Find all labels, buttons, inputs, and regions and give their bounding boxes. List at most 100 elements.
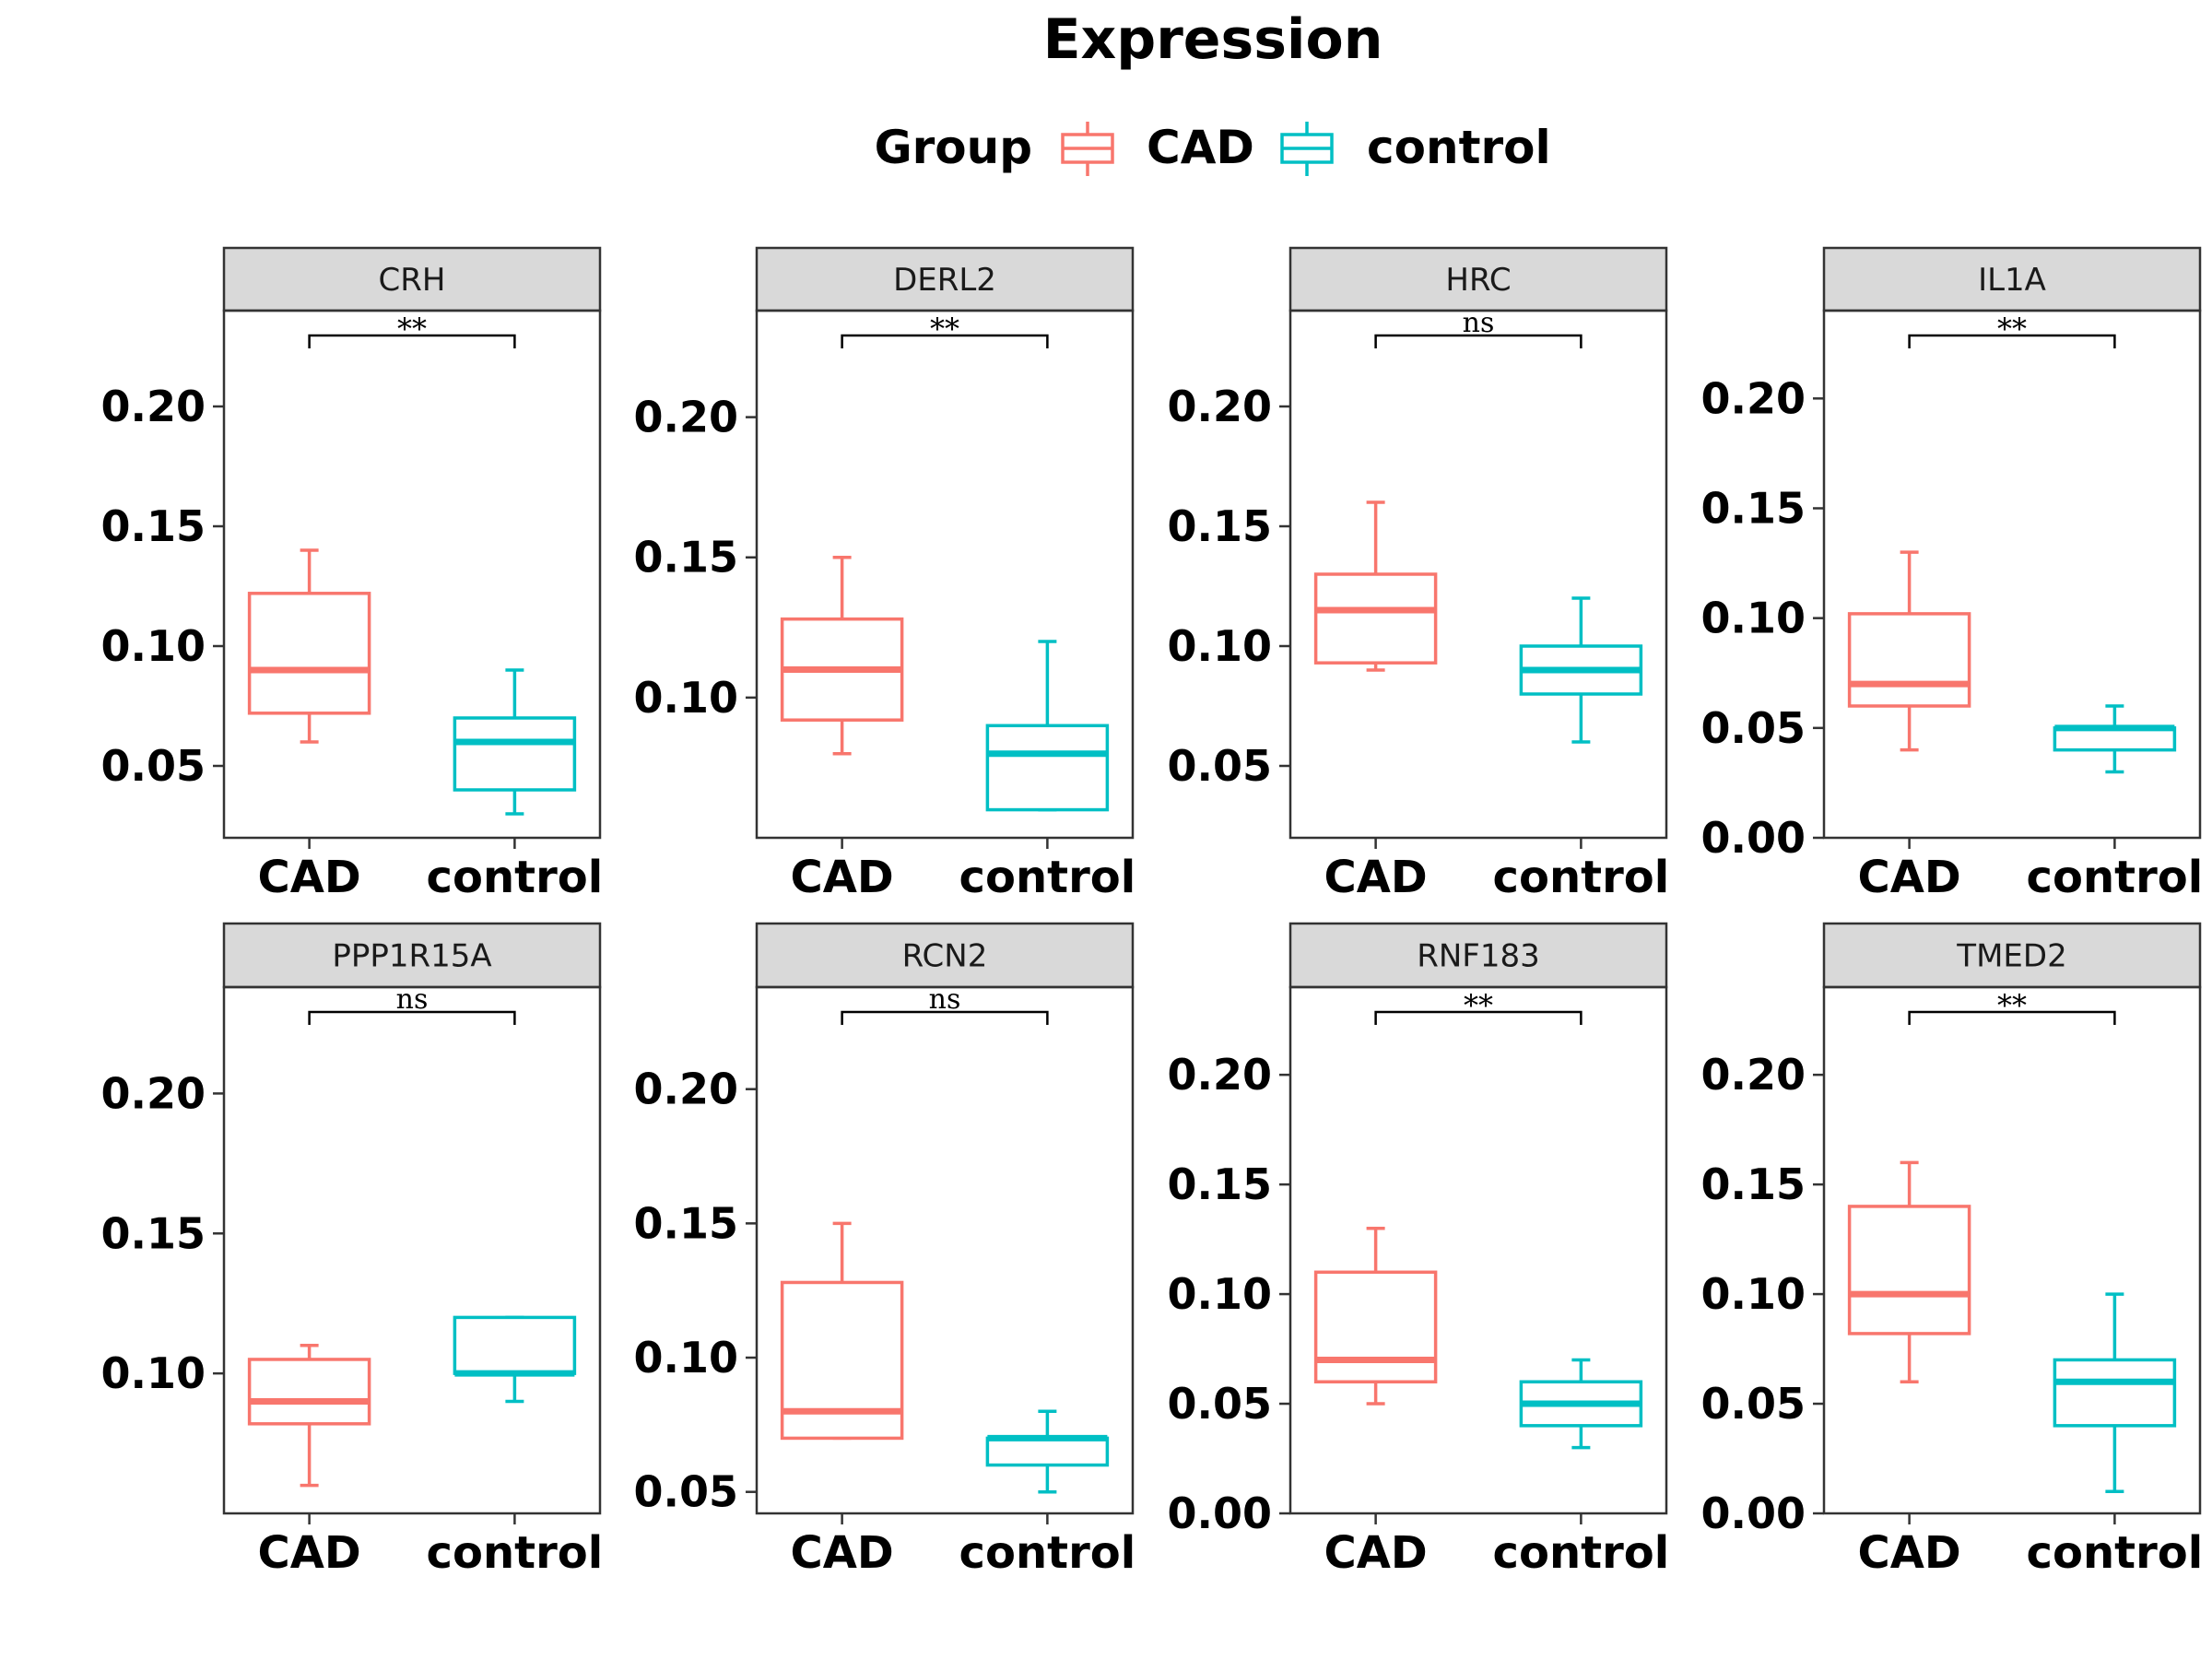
- y-tick-label: 0.20: [101, 1068, 206, 1118]
- strip-background: [1822, 246, 2202, 312]
- y-tick-label: 0.20: [1168, 382, 1273, 431]
- strip-label: RNF183: [1417, 938, 1540, 975]
- strip-label: PPP1R15A: [332, 938, 491, 975]
- x-tick-label: CAD: [791, 1527, 894, 1579]
- x-tick-label: control: [1493, 852, 1670, 903]
- x-tick-label: CAD: [1324, 852, 1428, 903]
- box-control: [2053, 704, 2177, 774]
- strip-label: IL1A: [1978, 262, 2046, 299]
- y-tick-label: 0.05: [1701, 703, 1806, 753]
- panel-border: [222, 985, 602, 1515]
- panel-tmed2: TMED2 0.00 0.05 0.10 0.15 0.20 CAD control **: [1701, 922, 2203, 1579]
- box-body: [247, 592, 371, 715]
- y-tick-label: 0.10: [101, 621, 206, 671]
- panel-border: [1822, 309, 2202, 840]
- significance-bracket: ns: [841, 983, 1049, 1025]
- box-cad: [1313, 500, 1438, 672]
- significance-bracket: **: [1908, 312, 2116, 348]
- legend: Group CAD control: [875, 121, 1551, 176]
- x-tick-label: control: [959, 1527, 1136, 1579]
- y-tick-label: 0.20: [1701, 373, 1806, 423]
- y-tick-label: 0.10: [1168, 621, 1273, 671]
- bracket-line: [841, 334, 1049, 348]
- y-tick-label: 0.15: [1701, 1159, 1806, 1209]
- y-tick-label: 0.10: [634, 673, 739, 723]
- x-tick-label: CAD: [1324, 1527, 1428, 1579]
- y-tick-label: 0.20: [634, 1065, 739, 1114]
- box-body: [453, 1315, 577, 1375]
- bracket-line: [308, 1010, 516, 1025]
- box-body: [1313, 1270, 1438, 1383]
- x-tick-label: control: [1493, 1527, 1670, 1579]
- box-body: [453, 716, 577, 792]
- box-body: [1847, 1205, 1971, 1335]
- box-control: [1519, 1358, 1643, 1450]
- y-tick-label: 0.05: [634, 1467, 739, 1517]
- y-tick-label: 0.00: [1701, 813, 1806, 863]
- bracket-line: [1374, 334, 1583, 348]
- panel-rcn2: RCN2 0.05 0.10 0.15 0.20 CAD control ns: [634, 922, 1136, 1579]
- panel-derl2: DERL2 0.10 0.15 0.20 CAD control **: [634, 246, 1136, 903]
- significance-bracket: **: [308, 312, 516, 348]
- panel-border: [222, 309, 602, 840]
- x-tick-label: CAD: [791, 852, 894, 903]
- strip-background: [755, 246, 1135, 312]
- box-body: [780, 1280, 904, 1441]
- legend-key-control: [1280, 122, 1334, 176]
- panel-rnf183: RNF183 0.00 0.05 0.10 0.15 0.20 CAD control **: [1168, 922, 1670, 1579]
- box-cad: [780, 1221, 904, 1441]
- strip-background: [755, 922, 1135, 989]
- box-control: [2053, 1292, 2177, 1493]
- panel-ppp1r15a: PPP1R15A 0.10 0.15 0.20 CAD control ns: [101, 922, 604, 1579]
- box-control: [985, 640, 1110, 812]
- significance-label: ns: [1463, 307, 1495, 339]
- strip-background: [1288, 246, 1668, 312]
- box-control: [1519, 596, 1643, 744]
- y-tick-label: 0.05: [1168, 741, 1273, 791]
- x-tick-label: control: [959, 852, 1136, 903]
- y-tick-label: 0.10: [101, 1348, 206, 1398]
- y-tick-label: 0.15: [1701, 484, 1806, 534]
- x-tick-label: control: [427, 1527, 604, 1579]
- y-tick-label: 0.10: [1168, 1269, 1273, 1319]
- y-tick-label: 0.05: [1701, 1379, 1806, 1429]
- box-body: [247, 1358, 371, 1426]
- legend-label-control: control: [1367, 121, 1551, 174]
- legend-key-cad: [1061, 122, 1114, 176]
- y-tick-label: 0.05: [101, 741, 206, 791]
- significance-label: **: [930, 312, 959, 347]
- box-cad: [1847, 550, 1971, 752]
- box-control: [453, 1315, 577, 1404]
- panel-border: [1288, 985, 1668, 1515]
- x-tick-label: control: [427, 852, 604, 903]
- y-tick-label: 0.00: [1168, 1488, 1273, 1538]
- box-cad: [247, 1344, 371, 1488]
- x-tick-label: control: [2027, 852, 2204, 903]
- x-tick-label: CAD: [1858, 852, 1961, 903]
- box-cad: [780, 555, 904, 756]
- strip-label: CRH: [379, 262, 446, 299]
- box-body: [2053, 726, 2177, 752]
- bracket-line: [841, 1010, 1049, 1025]
- box-control: [453, 668, 577, 816]
- box-cad: [1847, 1160, 1971, 1383]
- box-body: [985, 724, 1110, 812]
- box-cad: [1313, 1226, 1438, 1406]
- chart-title: Expression: [1043, 7, 1383, 72]
- strip-label: DERL2: [893, 262, 996, 299]
- panel-border: [755, 309, 1135, 840]
- box-cad: [247, 548, 371, 744]
- y-tick-label: 0.20: [1168, 1050, 1273, 1100]
- significance-label: ns: [396, 983, 429, 1016]
- box-control: [985, 1409, 1110, 1494]
- y-tick-label: 0.00: [1701, 1488, 1806, 1538]
- bracket-line: [1908, 334, 2116, 348]
- y-tick-label: 0.15: [1168, 501, 1273, 551]
- bracket-line: [308, 334, 516, 348]
- box-body: [1313, 572, 1438, 665]
- significance-bracket: **: [1374, 988, 1583, 1025]
- box-body: [2053, 1358, 2177, 1428]
- panel-border: [755, 985, 1135, 1515]
- facet-panels: CRH 0.05 0.10 0.15 0.20 CAD control ** DERL2 0.10…: [101, 246, 2204, 1579]
